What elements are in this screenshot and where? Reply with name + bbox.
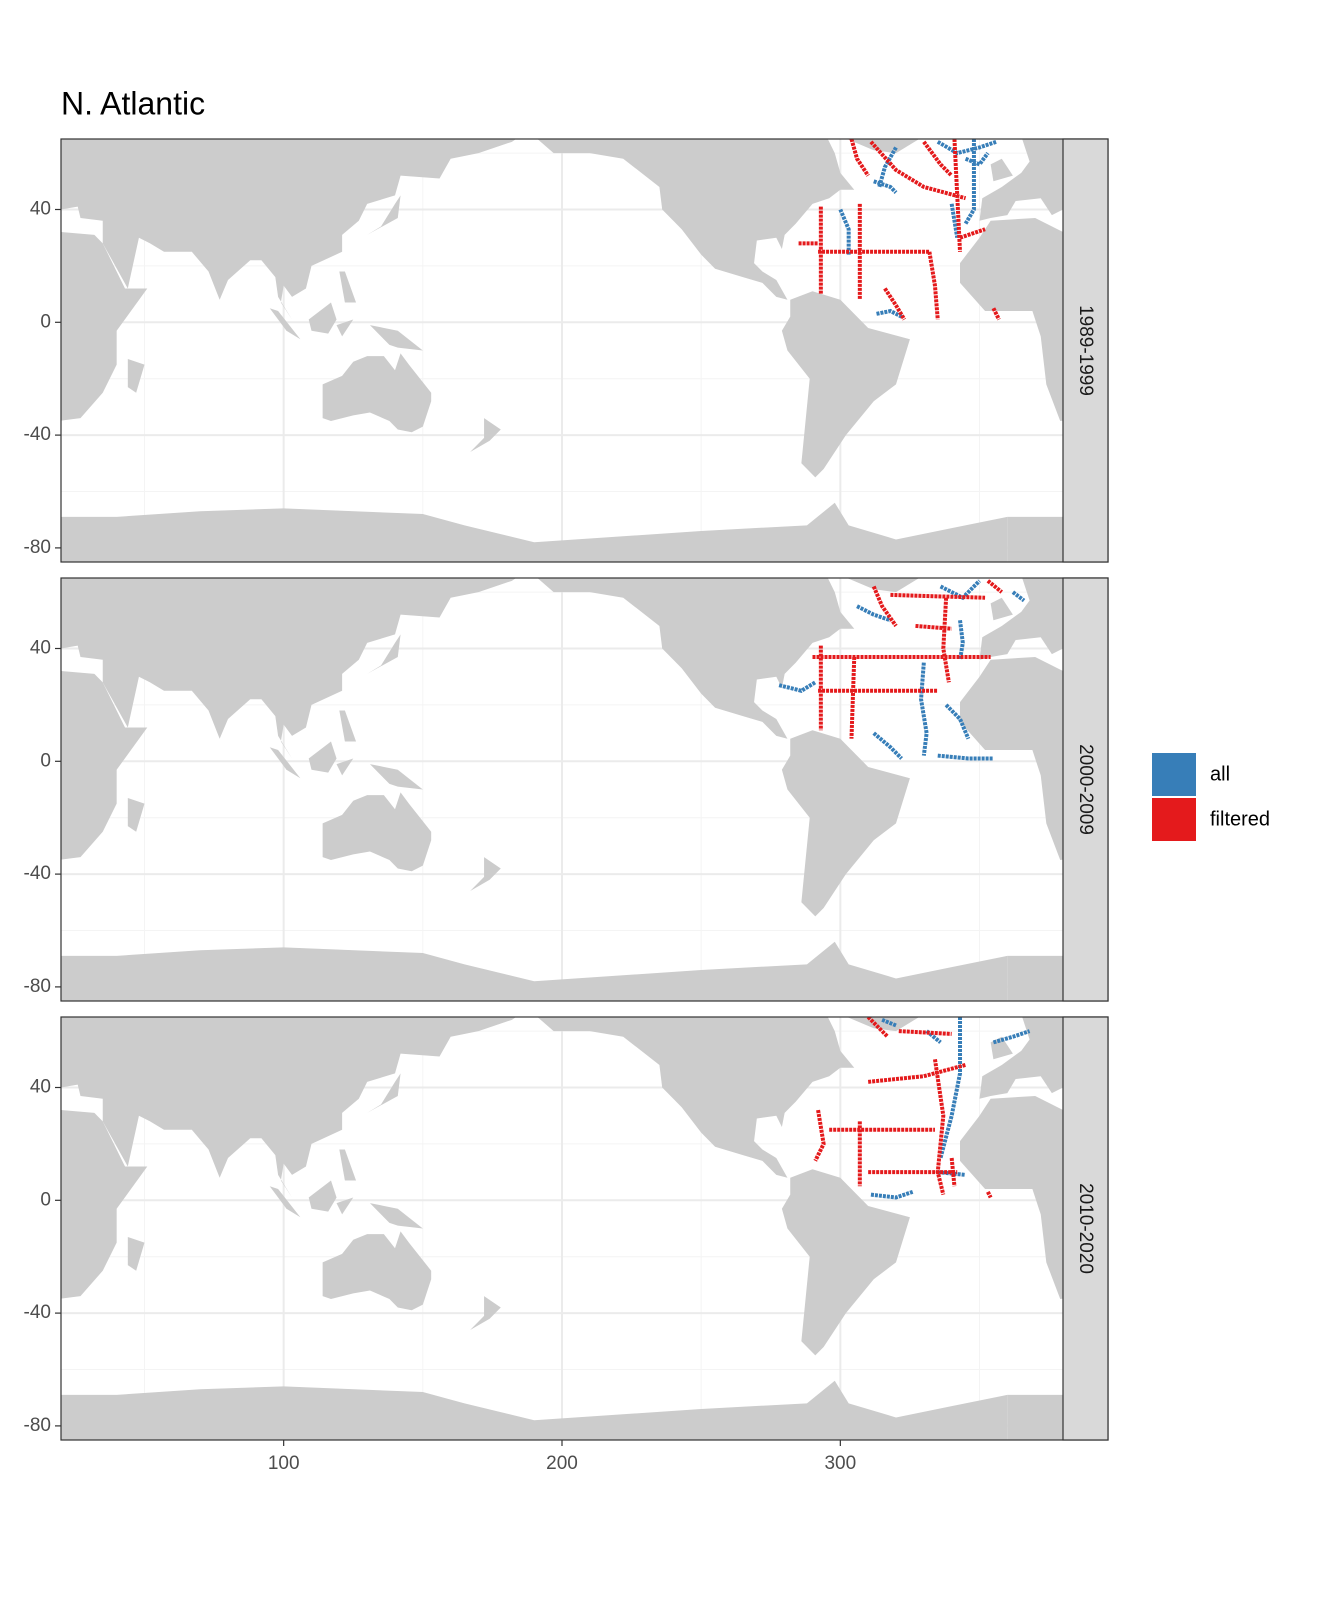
legend-key: [1152, 753, 1196, 796]
legend-key: [1152, 798, 1196, 841]
y-tick-label: 40: [30, 638, 51, 659]
land: [369, 764, 423, 790]
land: [979, 578, 1063, 660]
strip: [1062, 1016, 1109, 1441]
strip: [1062, 577, 1109, 1002]
land: [470, 857, 501, 892]
land: [61, 502, 1008, 562]
land: [960, 217, 1063, 421]
land: [269, 1186, 301, 1218]
y-tick-label: 0: [40, 311, 51, 332]
land: [61, 139, 517, 320]
chart-title: N. Atlantic: [61, 85, 205, 121]
panel: [61, 578, 1063, 1001]
land: [61, 671, 148, 860]
land: [308, 302, 337, 334]
land: [979, 1017, 1063, 1099]
land: [1007, 1394, 1063, 1440]
land: [308, 741, 337, 773]
y-tick-label: -40: [24, 1302, 51, 1323]
y-tick-label: -80: [24, 1415, 51, 1436]
land: [470, 418, 501, 453]
land: [1007, 955, 1063, 1001]
land: [339, 1149, 357, 1181]
land: [322, 792, 432, 872]
land: [269, 308, 301, 340]
land: [537, 139, 855, 300]
land: [781, 291, 910, 478]
land: [61, 1380, 1008, 1440]
panel: [61, 1017, 1063, 1440]
track: [812, 579, 1004, 739]
land: [847, 1017, 920, 1032]
x-tick-label: 300: [824, 1453, 856, 1474]
land: [61, 941, 1008, 1001]
land: [339, 710, 357, 742]
legend-label: all: [1210, 763, 1230, 785]
land: [336, 319, 354, 337]
land: [269, 747, 301, 779]
land: [960, 1095, 1063, 1299]
strip-label: 2000-2009: [1075, 744, 1096, 835]
y-tick-label: -80: [24, 537, 51, 558]
land: [367, 1073, 401, 1113]
x-tick-label: 100: [268, 1453, 300, 1474]
land: [990, 158, 1013, 182]
land: [339, 271, 357, 303]
land: [127, 797, 145, 832]
strip-label: 1989-1999: [1075, 305, 1096, 396]
legend-label: filtered: [1210, 808, 1270, 830]
y-tick-label: -40: [24, 863, 51, 884]
land: [369, 325, 423, 351]
track: [798, 139, 1001, 321]
strip: [1062, 138, 1109, 563]
land: [336, 1197, 354, 1215]
land: [847, 139, 920, 154]
y-tick-label: 40: [30, 199, 51, 220]
land: [127, 358, 145, 393]
land: [61, 1110, 148, 1299]
land: [470, 1296, 501, 1331]
y-tick-label: -40: [24, 424, 51, 445]
land: [537, 578, 855, 739]
land: [979, 139, 1063, 221]
y-tick-label: 0: [40, 1189, 51, 1210]
land: [537, 1017, 855, 1178]
x-tick-label: 200: [546, 1453, 578, 1474]
panel: [61, 139, 1063, 562]
land: [61, 232, 148, 421]
y-tick-label: -80: [24, 976, 51, 997]
land: [367, 195, 401, 235]
land: [61, 578, 517, 759]
land: [781, 1169, 910, 1356]
land: [367, 634, 401, 674]
track: [813, 1017, 993, 1199]
land: [127, 1236, 145, 1271]
land: [322, 1231, 432, 1311]
land: [369, 1203, 423, 1229]
land: [61, 1017, 517, 1198]
y-tick-label: 40: [30, 1077, 51, 1098]
track: [838, 139, 997, 319]
track: [870, 1017, 1031, 1200]
land: [960, 656, 1063, 860]
land: [308, 1180, 337, 1212]
land: [1007, 516, 1063, 562]
land: [336, 758, 354, 776]
land: [990, 597, 1013, 621]
land: [847, 578, 920, 593]
strip-label: 2010-2020: [1075, 1183, 1096, 1274]
land: [781, 730, 910, 917]
y-tick-label: 0: [40, 750, 51, 771]
land: [322, 353, 432, 433]
